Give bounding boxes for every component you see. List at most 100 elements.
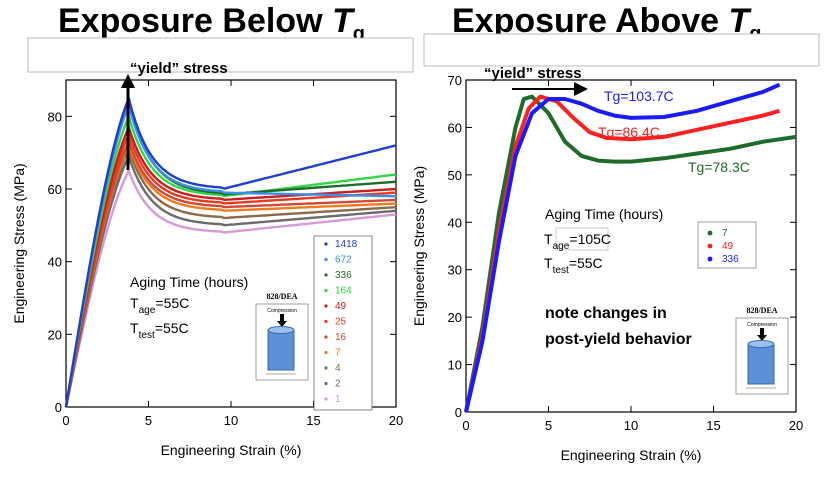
legend-entry-164: 164	[335, 286, 352, 297]
aging-time-label: Aging Time (hours)	[130, 274, 248, 290]
cylinder-body	[267, 329, 295, 371]
x-axis-label: Engineering Strain (%)	[161, 442, 302, 458]
cylinder-top	[747, 340, 775, 348]
yield-arrow-head-icon	[121, 74, 135, 88]
x-tick-label: 5	[545, 418, 552, 433]
y-tick-label: 20	[448, 310, 462, 325]
legend-box	[313, 235, 373, 411]
x-axis-label: Engineering Strain (%)	[561, 447, 702, 463]
compression-label: Compression	[747, 322, 777, 328]
compression-label: Compression	[267, 308, 297, 314]
legend-entry-336: 336	[335, 270, 352, 281]
legend-entry-2: 2	[335, 379, 341, 390]
legend-box	[697, 221, 757, 269]
tg-label-336: Tg=103.7C	[604, 88, 674, 104]
title-underlay-box	[423, 33, 820, 67]
legend-marker-4	[324, 366, 328, 370]
cylinder-body	[747, 343, 775, 385]
ttest-label: Ttest=55C	[130, 320, 189, 341]
legend-marker-1418	[324, 242, 328, 246]
y-tick-label: 80	[48, 109, 62, 124]
legend-entry-49: 49	[335, 301, 347, 312]
legend-marker-49	[324, 304, 328, 308]
series-line-164	[64, 112, 397, 408]
y-axis-label: Engineering Stress (MPa)	[11, 163, 27, 323]
y-axis-label: Engineering Stress (MPa)	[411, 166, 427, 326]
series-line-672	[64, 101, 397, 408]
legend-entry-25: 25	[335, 317, 347, 328]
legend-entry-672: 672	[335, 255, 352, 266]
yield-label: “yield” stress	[130, 60, 228, 77]
left-chart-title: Exposure Below Tg	[58, 2, 365, 45]
x-tick-label: 15	[706, 418, 720, 433]
series-line-1418	[64, 94, 397, 408]
x-tick-label: 15	[306, 413, 320, 428]
compression-arrow-icon	[277, 314, 287, 327]
y-tick-label: 60	[48, 182, 62, 197]
series-line-336	[464, 82, 781, 413]
legend-marker-336	[707, 256, 713, 262]
legend-marker-164	[324, 288, 328, 293]
specimen-label: 828/DEA	[746, 306, 777, 315]
x-tick-label: 5	[145, 413, 152, 428]
note-line-2: post-yield behavior	[545, 331, 692, 348]
y-tick-label: 70	[448, 73, 462, 88]
x-tick-label: 10	[624, 418, 638, 433]
legend-entry-4: 4	[335, 363, 341, 374]
y-tick-label: 60	[448, 120, 462, 135]
legend-marker-7	[324, 350, 328, 355]
legend-entry-16: 16	[335, 332, 347, 343]
compression-arrow-icon	[757, 328, 767, 341]
specimen-label: 828/DEA	[266, 292, 297, 301]
y-tick-label: 0	[455, 405, 462, 420]
note-line-1: note changes in	[545, 305, 667, 322]
x-tick-label: 20	[789, 418, 803, 433]
title-underlay-box	[27, 37, 414, 73]
tg-label-49: Tg=86.4C	[598, 124, 660, 140]
legend-marker-49	[707, 243, 713, 249]
aging-time-label: Aging Time (hours)	[545, 206, 663, 222]
legend-entry-7: 7	[335, 348, 341, 359]
left-chart: 0 5 10 15 20 0 20 40 60 80 Engineering Strain (%) E…	[11, 37, 414, 458]
ttest-label: Ttest=55C	[544, 255, 603, 276]
y-tick-label: 40	[48, 255, 62, 270]
y-tick-label: 10	[448, 358, 462, 373]
right-chart: 0 5 10 15 20 0 10 20 30 40 50 60 70 Engineering Strai…	[411, 33, 820, 463]
y-tick-label: 20	[48, 327, 62, 342]
legend-marker-25	[324, 319, 328, 324]
cylinder-top	[267, 326, 295, 334]
legend-marker-2	[324, 381, 328, 386]
yield-label: “yield” stress	[484, 65, 582, 82]
legend-entry-49: 49	[722, 241, 734, 252]
y-tick-label: 0	[55, 400, 62, 415]
legend-marker-1	[324, 397, 328, 401]
legend-entry-7: 7	[722, 228, 728, 239]
series-line-16	[64, 138, 397, 408]
x-tick-label: 10	[224, 413, 238, 428]
y-tick-label: 50	[448, 168, 462, 183]
x-tick-label: 0	[462, 418, 469, 433]
tage-box	[555, 227, 609, 251]
series-line-1	[64, 167, 397, 408]
legend-entry-1418: 1418	[335, 239, 358, 250]
legend-entry-1: 1	[335, 394, 341, 405]
legend-marker-7	[707, 230, 713, 236]
specimen-diagram: 828/DEA Compression	[255, 292, 309, 381]
series-line-2	[64, 153, 397, 408]
legend-marker-672	[324, 257, 328, 262]
specimen-diagram: 828/DEA Compression	[735, 306, 789, 395]
y-tick-label: 40	[448, 215, 462, 230]
series-line-49	[64, 123, 397, 408]
x-tick-label: 20	[389, 413, 403, 428]
yield-arrow-head-icon	[574, 82, 588, 96]
x-tick-label: 0	[62, 413, 69, 428]
legend-marker-16	[324, 335, 328, 339]
legend-marker-336	[324, 273, 328, 277]
series-line-7	[464, 94, 797, 413]
tg-label-7: Tg=78.3C	[688, 159, 750, 175]
tage-label: Tage=55C	[130, 295, 189, 316]
y-tick-label: 30	[448, 263, 462, 278]
legend-entry-336: 336	[722, 254, 739, 265]
tage-label: Tage=105C	[544, 231, 611, 252]
